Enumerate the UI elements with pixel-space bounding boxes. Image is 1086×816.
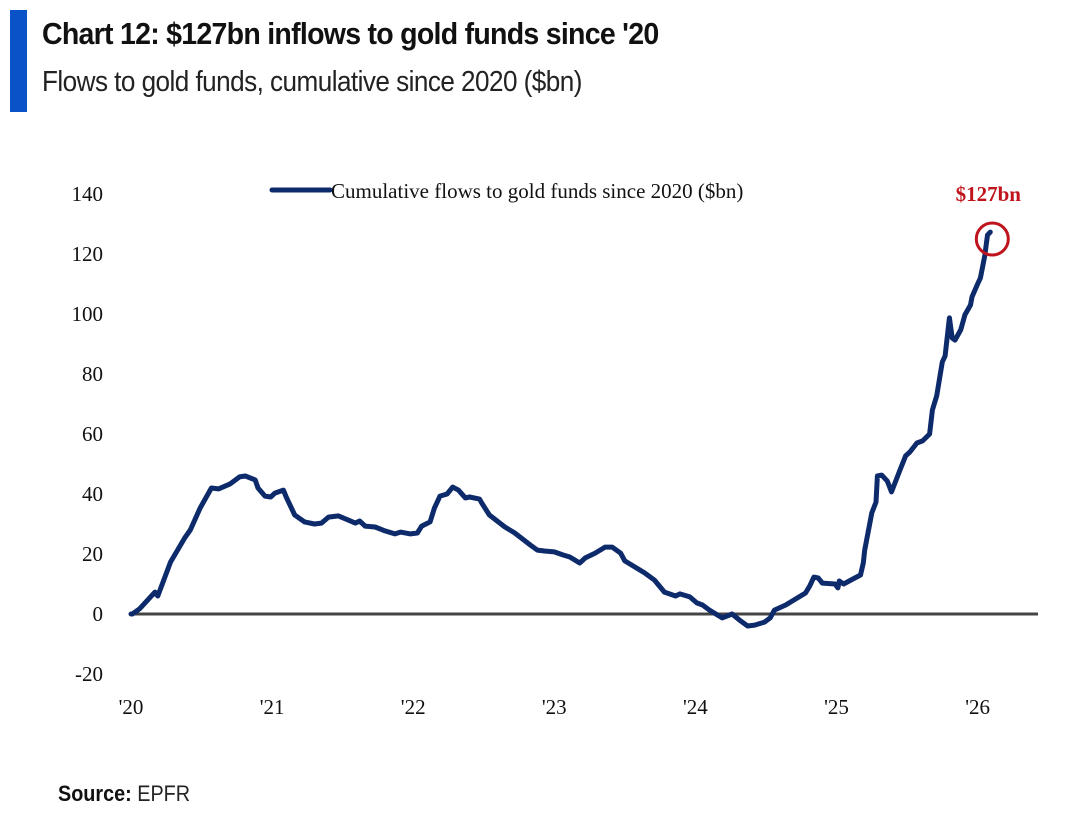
legend-label: Cumulative flows to gold funds since 202… [331,179,743,203]
x-tick-label: '25 [824,695,849,719]
y-tick-label: 80 [82,362,103,386]
y-tick-label: 120 [72,242,104,266]
source-label: Source: [58,781,132,806]
y-tick-label: 40 [82,482,103,506]
y-tick-label: -20 [75,662,103,686]
x-tick-label: '21 [260,695,285,719]
x-axis-ticks: '20 '21 '22 '23 '24 '25 '26 [119,695,990,719]
title-accent-bar [10,10,27,112]
x-tick-label: '26 [965,695,990,719]
y-tick-label: 100 [72,302,104,326]
y-tick-label: 140 [72,182,104,206]
chart-subtitle: Flows to gold funds, cumulative since 20… [42,66,582,98]
x-tick-label: '22 [401,695,426,719]
y-tick-label: 20 [82,542,103,566]
annotation-circle [974,221,1010,257]
y-axis-ticks: 140 120 100 80 60 40 20 0 -20 [72,182,104,686]
x-tick-label: '24 [683,695,708,719]
series-line-cumulative-flows [128,229,993,629]
legend: Cumulative flows to gold funds since 202… [269,179,743,203]
y-tick-label: 60 [82,422,103,446]
source-note: Source: EPFR [58,781,190,807]
source-value: EPFR [137,781,191,806]
x-tick-label: '20 [119,695,144,719]
chart-title: Chart 12: $127bn inflows to gold funds s… [42,16,659,51]
annotation-label: $127bn [956,182,1022,206]
y-tick-label: 0 [93,602,104,626]
x-tick-label: '23 [542,695,567,719]
